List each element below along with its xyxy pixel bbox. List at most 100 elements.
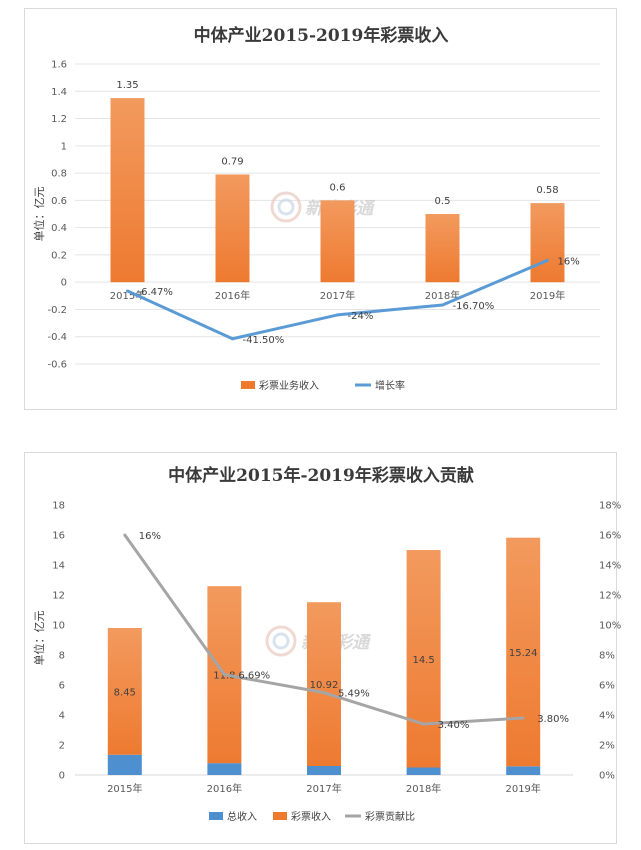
- x-tick-label: 2017年: [320, 289, 355, 302]
- y-axis-title: 单位：亿元: [32, 187, 46, 242]
- y-tick-label: 0: [59, 771, 65, 782]
- contribution-chart: 中体产业2015年-2019年彩票收入贡献 新浪彩通 0246810121416…: [32, 465, 621, 823]
- x-tick-label: 2017年: [306, 782, 341, 795]
- bar-total-revenue: [506, 766, 541, 775]
- y2-tick-label: 2%: [599, 741, 615, 752]
- legend-label-lottery: 彩票收入: [291, 810, 331, 823]
- legend-label-bar: 彩票业务收入: [259, 379, 319, 392]
- line-data-label: 3.80%: [537, 714, 569, 725]
- y-tick-label: 16: [52, 531, 65, 542]
- bar: [530, 203, 565, 283]
- y2-tick-label: 8%: [599, 651, 615, 662]
- line-point: [521, 716, 525, 720]
- x-tick-label: 2018年: [406, 782, 441, 795]
- contribution-chart-panel: 中体产业2015年-2019年彩票收入贡献 新浪彩通 0246810121416…: [24, 452, 621, 844]
- y-tick-label: 0.2: [51, 250, 67, 261]
- y-tick-label: 4: [59, 711, 65, 722]
- y2-tick-label: 14%: [599, 561, 621, 572]
- bar-lottery-revenue: [406, 550, 441, 768]
- bar-data-label: 0.5: [435, 196, 451, 207]
- line-point: [322, 691, 326, 695]
- revenue-chart-panel: 中体产业2015-2019年彩票收入 新浪彩通 -0.6-0.4-0.200.2…: [24, 8, 617, 410]
- line-data-label: 16%: [139, 531, 161, 542]
- y-tick-label: -0.2: [47, 305, 67, 316]
- bar: [110, 98, 145, 283]
- x-tick-label: 2019年: [530, 289, 565, 302]
- y-tick-label: 0.6: [51, 196, 67, 207]
- bar-total-revenue: [107, 754, 142, 775]
- line-data-label: -41.50%: [243, 335, 285, 346]
- revenue-chart: 中体产业2015-2019年彩票收入 新浪彩通 -0.6-0.4-0.200.2…: [32, 25, 600, 392]
- bar-data-label: 0.79: [221, 156, 243, 167]
- y-tick-label: 1: [61, 141, 67, 152]
- chart-title: 中体产业2015-2019年彩票收入: [194, 25, 449, 46]
- bar-data-label: 0.6: [330, 182, 346, 193]
- y-tick-label: 8: [59, 651, 65, 662]
- line-data-label: 5.49%: [338, 689, 370, 700]
- legend-swatch-lottery: [273, 812, 287, 820]
- bar-data-label: 14.5: [412, 655, 434, 666]
- x-tick-label: 2019年: [505, 782, 540, 795]
- y-tick-label: 2: [59, 741, 65, 752]
- y-tick-label: 0.8: [51, 169, 67, 180]
- line-point: [546, 258, 549, 262]
- y2-tick-label: 6%: [599, 681, 615, 692]
- line-data-label: -24%: [348, 311, 374, 322]
- bar-data-label: 8.45: [114, 687, 136, 698]
- y2-tick-label: 16%: [599, 531, 621, 542]
- bar-data-label: 15.24: [509, 648, 538, 659]
- y-tick-label: 6: [59, 681, 65, 692]
- bar-data-label: 10.92: [310, 680, 339, 691]
- y2-tick-label: 10%: [599, 621, 621, 632]
- y2-tick-label: 12%: [599, 591, 621, 602]
- bar: [320, 200, 355, 283]
- line-point: [336, 313, 339, 317]
- line-point: [441, 303, 444, 307]
- y-tick-label: -0.6: [47, 360, 67, 371]
- line-point: [422, 722, 426, 726]
- y-tick-label: 12: [52, 591, 65, 602]
- bar-total-revenue: [406, 767, 441, 775]
- bar: [425, 214, 460, 283]
- line-data-label: -16.70%: [453, 301, 495, 312]
- bar-data-label: 0.58: [536, 185, 558, 196]
- line-data-label: 16%: [558, 256, 580, 267]
- y-tick-label: 1.4: [51, 87, 67, 98]
- line-data-label: -6.47%: [138, 287, 173, 298]
- legend: 彩票业务收入 增长率: [241, 379, 405, 392]
- y2-tick-label: 0%: [599, 771, 615, 782]
- bar-data-label: 1.35: [116, 80, 138, 91]
- bar-total-revenue: [307, 766, 341, 775]
- legend: 总收入 彩票收入 彩票贡献比: [209, 810, 415, 823]
- x-tick-label: 2015年: [110, 289, 145, 302]
- line-data-label: 6.69%: [238, 671, 270, 682]
- y-tick-label: 1.6: [51, 60, 67, 71]
- bar: [215, 174, 250, 283]
- y-tick-label: 14: [52, 561, 65, 572]
- x-tick-label: 2015年: [107, 782, 142, 795]
- x-tick-label: 2018年: [425, 289, 460, 302]
- legend-label-ratio: 彩票贡献比: [365, 810, 415, 823]
- legend-label-total: 总收入: [227, 810, 257, 823]
- legend-swatch-total: [209, 812, 223, 820]
- y2-tick-label: 18%: [599, 501, 621, 512]
- y-axis-title: 单位：亿元: [32, 611, 46, 666]
- y-tick-label: 18: [52, 501, 65, 512]
- y-tick-label: 10: [52, 621, 65, 632]
- bar-lottery-revenue: [307, 602, 341, 766]
- x-tick-label: 2016年: [215, 289, 250, 302]
- line-point: [123, 533, 127, 537]
- line-point: [222, 673, 226, 677]
- bar-lottery-revenue: [107, 628, 142, 755]
- x-tick-label: 2016年: [207, 782, 242, 795]
- chart-title: 中体产业2015年-2019年彩票收入贡献: [168, 465, 474, 486]
- legend-swatch-bar: [241, 381, 255, 389]
- bar-lottery-revenue: [506, 537, 541, 767]
- bar-total-revenue: [207, 763, 242, 775]
- line-data-label: 3.40%: [438, 720, 470, 731]
- y-tick-label: 0.4: [51, 223, 67, 234]
- y-tick-label: -0.4: [47, 332, 67, 343]
- y2-tick-label: 4%: [599, 711, 615, 722]
- legend-label-line: 增长率: [375, 379, 405, 392]
- y-tick-label: 1.2: [51, 114, 67, 125]
